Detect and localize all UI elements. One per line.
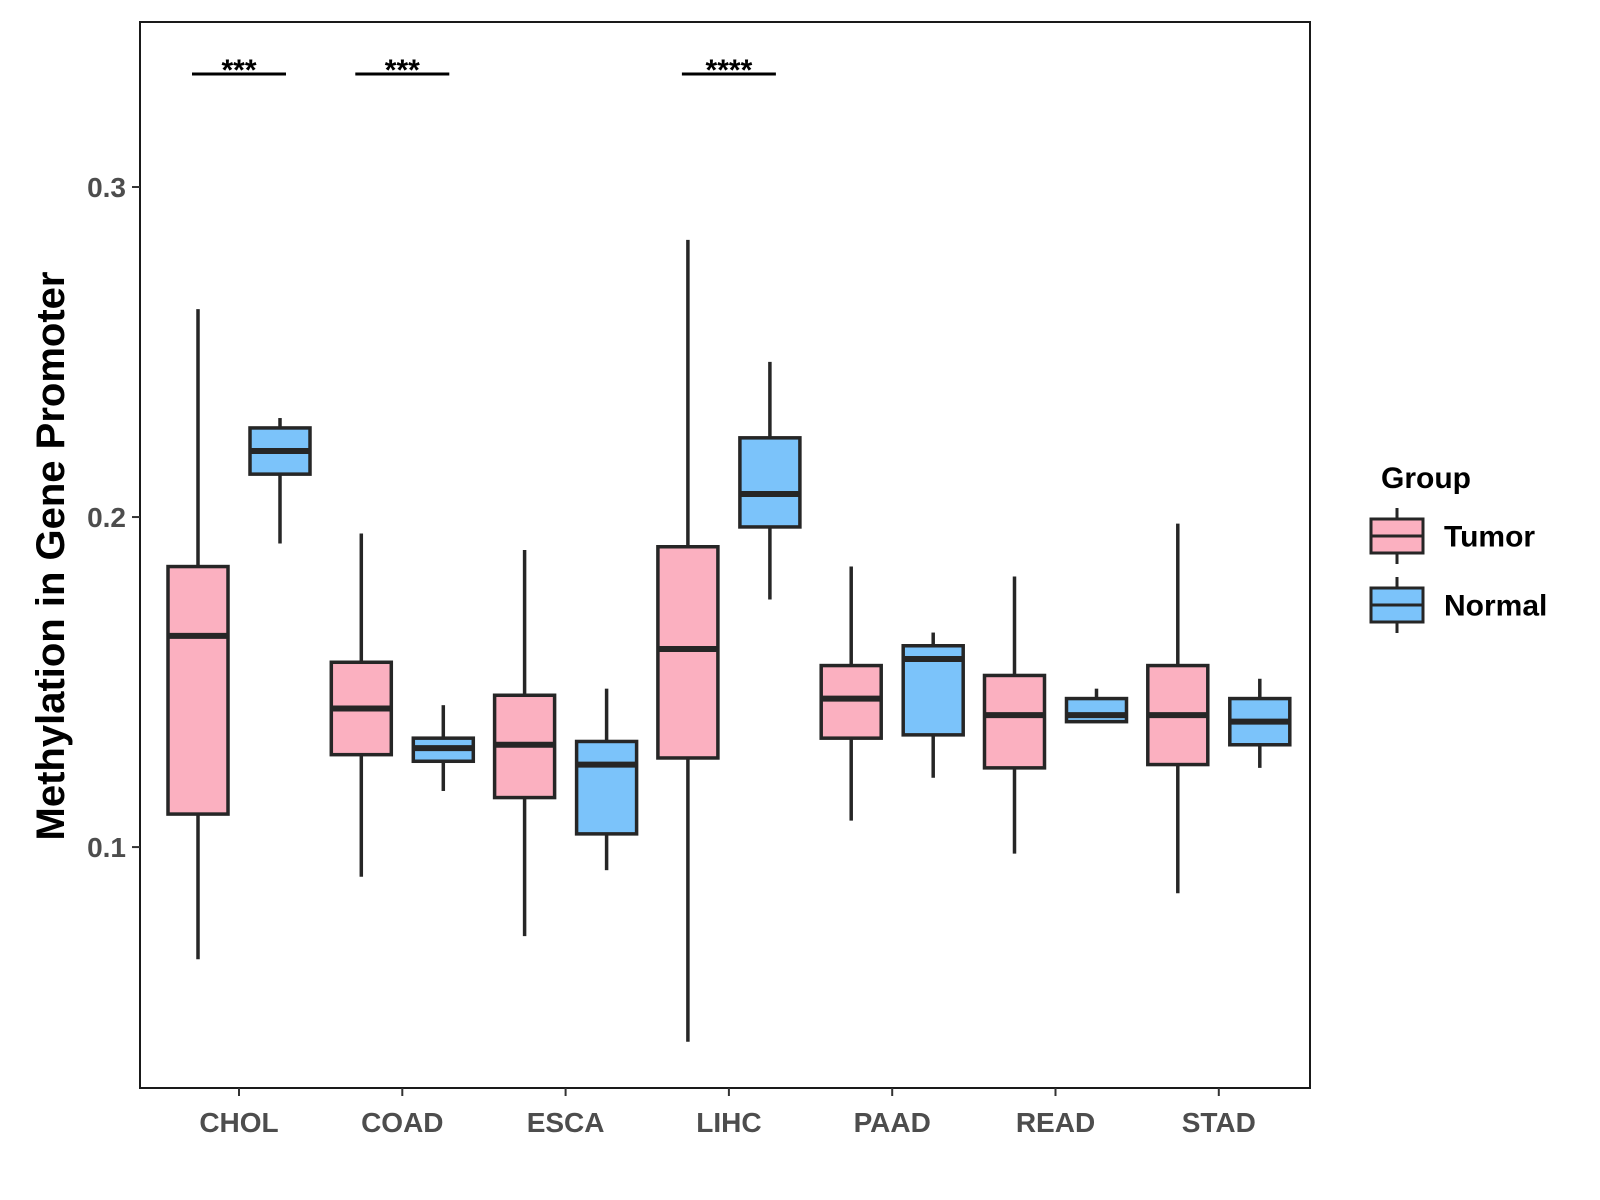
plot-panel bbox=[139, 21, 1311, 1089]
y-tick-label: 0.1 bbox=[87, 832, 126, 863]
box-tumor-lihc bbox=[656, 239, 720, 1042]
box-normal-esca bbox=[574, 688, 639, 871]
box-body bbox=[982, 673, 1047, 770]
x-tick-label: ESCA bbox=[527, 1107, 605, 1138]
box-normal-paad bbox=[901, 632, 965, 778]
y-tick-label: 0.3 bbox=[87, 172, 126, 203]
x-tick-label: LIHC bbox=[696, 1107, 761, 1138]
legend-item-tumor: Tumor bbox=[1369, 508, 1535, 564]
box-tumor-esca bbox=[492, 550, 557, 937]
significance-label: *** bbox=[221, 54, 256, 87]
box-tumor-read bbox=[982, 576, 1047, 854]
x-tick-label: READ bbox=[1016, 1107, 1095, 1138]
box-body bbox=[819, 663, 883, 740]
box-normal-read bbox=[1064, 688, 1129, 724]
x-tick-label: CHOL bbox=[199, 1107, 278, 1138]
box-body bbox=[166, 564, 230, 816]
box-tumor-stad bbox=[1146, 523, 1210, 894]
significance-label: **** bbox=[706, 54, 753, 87]
box-normal-lihc bbox=[738, 361, 802, 600]
x-tick-label: STAD bbox=[1182, 1107, 1256, 1138]
box-body bbox=[1064, 696, 1129, 724]
legend-label: Tumor bbox=[1444, 521, 1535, 554]
box-tumor-chol bbox=[166, 309, 230, 960]
legend-title: Group bbox=[1381, 462, 1471, 495]
y-axis-title: Methylation in Gene Promoter bbox=[29, 272, 73, 841]
box-tumor-paad bbox=[819, 566, 883, 821]
box-normal-chol bbox=[248, 418, 312, 544]
legend-item-normal: Normal bbox=[1369, 577, 1547, 633]
x-axis: CHOL COAD ESCA LIHC PAAD READ STAD bbox=[199, 1088, 1256, 1138]
box-series bbox=[166, 239, 1292, 1042]
significance-annotations: *** *** **** bbox=[192, 54, 776, 87]
box-body bbox=[738, 436, 802, 529]
legend-label: Normal bbox=[1444, 590, 1547, 623]
box-tumor-coad bbox=[329, 533, 394, 877]
box-normal-stad bbox=[1228, 678, 1292, 768]
y-tick-label: 0.2 bbox=[87, 502, 126, 533]
x-tick-label: PAAD bbox=[854, 1107, 931, 1138]
box-normal-coad bbox=[411, 705, 476, 791]
box-body bbox=[574, 739, 639, 836]
x-tick-label: COAD bbox=[361, 1107, 443, 1138]
significance-label: *** bbox=[385, 54, 420, 87]
legend: Group Tumor Normal bbox=[1369, 462, 1547, 633]
y-axis: 0.1 0.2 0.3 bbox=[87, 172, 140, 863]
box-body bbox=[656, 544, 720, 760]
